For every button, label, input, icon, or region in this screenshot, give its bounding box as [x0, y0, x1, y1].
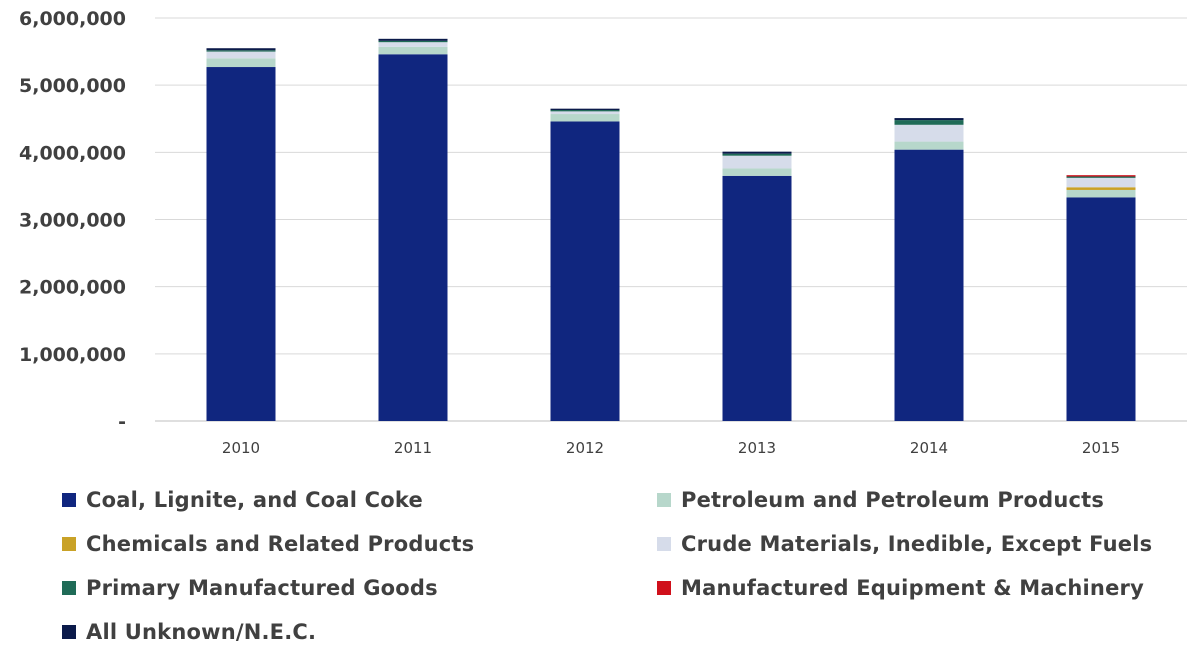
legend-item-primary-goods: Primary Manufactured Goods — [62, 576, 438, 600]
legend-swatch-crude — [657, 537, 671, 551]
x-tick-label: 2014 — [910, 439, 948, 457]
bar-segment — [722, 153, 792, 156]
legend-label-equipment: Manufactured Equipment & Machinery — [681, 576, 1144, 600]
bar-segment — [894, 118, 964, 121]
bar-segment — [378, 46, 448, 55]
bar-segment — [378, 40, 448, 43]
bar-segment — [722, 175, 792, 421]
bar-segment — [206, 48, 276, 51]
legend-label-primary-goods: Primary Manufactured Goods — [86, 576, 438, 600]
bar-segment — [378, 42, 448, 47]
legend-swatch-unknown — [62, 625, 76, 639]
bar-segment — [206, 58, 276, 68]
x-tick-label: 2015 — [1082, 439, 1120, 457]
bar-segment — [378, 38, 448, 41]
x-tick-label: 2010 — [222, 439, 260, 457]
bar-segment — [550, 111, 620, 115]
legend-item-petroleum: Petroleum and Petroleum Products — [657, 488, 1104, 512]
bar-segment — [894, 124, 964, 142]
stacked-bar-chart: - 1,000,000 2,000,000 3,000,000 4,000,000 5,0… — [19, 8, 1187, 457]
legend-swatch-equipment — [657, 581, 671, 595]
x-tick-label: 2011 — [394, 439, 432, 457]
bar-segment — [1066, 175, 1136, 177]
y-tick-label: 5,000,000 — [19, 75, 126, 97]
x-tick-label: 2012 — [566, 439, 604, 457]
bar-segment — [1066, 187, 1136, 190]
bar-segment — [1066, 189, 1136, 198]
legend-swatch-coal — [62, 493, 76, 507]
bar-segment — [206, 51, 276, 59]
bar-segment — [550, 110, 620, 112]
bar-segment — [1066, 176, 1136, 178]
bar-segment — [722, 151, 792, 154]
bar-segment — [378, 54, 448, 422]
bar-segment — [894, 141, 964, 150]
y-tick-label: 4,000,000 — [19, 142, 126, 164]
legend-label-crude: Crude Materials, Inedible, Except Fuels — [681, 532, 1153, 556]
bar-segment — [206, 67, 276, 421]
legend-swatch-petroleum — [657, 493, 671, 507]
legend-swatch-primary-goods — [62, 581, 76, 595]
y-tick-label: 6,000,000 — [19, 8, 126, 30]
legend-label-petroleum: Petroleum and Petroleum Products — [681, 488, 1105, 512]
bar-segment — [1066, 177, 1136, 188]
legend-item-coal: Coal, Lignite, and Coal Coke — [62, 488, 423, 512]
bar-segment — [206, 50, 276, 52]
bar-segment — [722, 155, 792, 169]
x-tick-label: 2013 — [738, 439, 776, 457]
legend-label-coal: Coal, Lignite, and Coal Coke — [86, 488, 423, 512]
legend-item-crude: Crude Materials, Inedible, Except Fuels — [657, 532, 1152, 556]
legend-label-chemicals: Chemicals and Related Products — [86, 532, 475, 556]
bar-segment — [894, 120, 964, 125]
legend-swatch-chemicals — [62, 537, 76, 551]
bar-segment — [722, 168, 792, 176]
y-tick-label: 2,000,000 — [19, 277, 126, 299]
legend-item-equipment: Manufactured Equipment & Machinery — [657, 576, 1144, 600]
y-tick-label: - — [118, 411, 126, 433]
y-tick-label: 1,000,000 — [19, 344, 126, 366]
y-tick-label: 3,000,000 — [19, 210, 126, 232]
bar-segment — [550, 108, 620, 111]
legend-item-chemicals: Chemicals and Related Products — [62, 532, 474, 556]
legend-item-unknown: All Unknown/N.E.C. — [62, 620, 316, 644]
bar-segment — [550, 114, 620, 122]
bar-segment — [894, 149, 964, 421]
legend-label-unknown: All Unknown/N.E.C. — [86, 620, 317, 644]
bar-segment — [1066, 197, 1136, 421]
bar-segment — [550, 121, 620, 421]
